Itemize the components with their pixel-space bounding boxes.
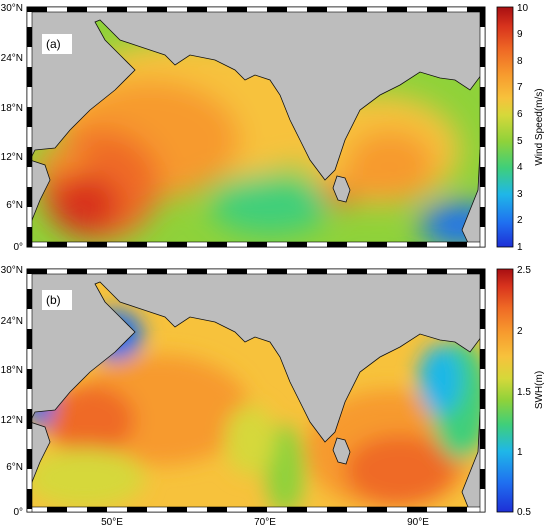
lon-label: 50°E — [101, 517, 123, 528]
lat-label: 24°N — [1, 316, 23, 327]
colorbar-tick: 6 — [517, 109, 523, 120]
colorbar-tick: 5 — [517, 136, 523, 147]
lat-label: 24°N — [1, 53, 23, 64]
colorbar-tick: 10 — [517, 3, 529, 14]
panel-b-label: (b) — [46, 293, 61, 307]
colorbar-tick: 1 — [517, 242, 523, 253]
panel-b-colorbar-title: SWH(m) — [534, 371, 545, 409]
panel-b-colorbar — [496, 268, 514, 513]
panel-b: (b) 30°N 24°N 18°N 12°N 6°N 0° 50°E 70°E… — [1, 265, 545, 528]
panel-a: (a) 30°N 24°N 18°N 12°N 6°N 0° 10 9 8 7 … — [1, 3, 545, 253]
panel-a-label: (a) — [46, 37, 61, 51]
panel-b-lat-labels: 30°N 24°N 18°N 12°N 6°N 0° — [1, 265, 23, 518]
lat-label: 12°N — [1, 152, 23, 163]
lat-label: 0° — [13, 242, 23, 253]
lat-label: 6°N — [6, 462, 23, 473]
colorbar-tick: 1.5 — [517, 387, 531, 398]
lat-label: 30°N — [1, 3, 23, 14]
colorbar-tick: 2 — [517, 215, 523, 226]
panel-a-map — [27, 7, 485, 247]
colorbar-tick: 4 — [517, 162, 523, 173]
lat-label: 30°N — [1, 265, 23, 276]
lat-label: 0° — [13, 507, 23, 518]
panel-b-label-box — [42, 290, 72, 310]
colorbar-tick: 3 — [517, 189, 523, 200]
panel-b-map — [27, 269, 485, 512]
colorbar-tick: 0.5 — [517, 507, 531, 518]
panel-a-border-ticks — [26, 6, 486, 248]
colorbar-tick: 2 — [517, 326, 523, 337]
panel-b-land — [27, 269, 485, 512]
colorbar-tick: 9 — [517, 29, 523, 40]
panel-b-lon-labels: 50°E 70°E 90°E — [101, 517, 429, 528]
panel-a-land — [27, 7, 485, 247]
colorbar-tick: 2.5 — [517, 265, 531, 276]
colorbar-tick: 7 — [517, 82, 523, 93]
lat-label: 12°N — [1, 415, 23, 426]
panel-a-label-box — [42, 34, 72, 54]
lat-label: 6°N — [6, 200, 23, 211]
panel-a-lat-labels: 30°N 24°N 18°N 12°N 6°N 0° — [1, 3, 23, 253]
panel-b-colorbar-ticks: 2.5 2 1.5 1 0.5 — [517, 265, 531, 518]
lat-label: 18°N — [1, 365, 23, 376]
lat-label: 18°N — [1, 103, 23, 114]
lon-label: 70°E — [254, 517, 276, 528]
panel-a-colorbar — [496, 6, 514, 248]
colorbar-tick: 8 — [517, 56, 523, 67]
lon-label: 90°E — [407, 517, 429, 528]
panel-a-colorbar-ticks: 10 9 8 7 6 5 4 3 2 1 — [517, 3, 529, 253]
panel-a-colorbar-title: Wind Speed(m/s) — [534, 88, 545, 165]
panel-b-border-ticks — [26, 268, 486, 513]
colorbar-tick: 1 — [517, 447, 523, 458]
